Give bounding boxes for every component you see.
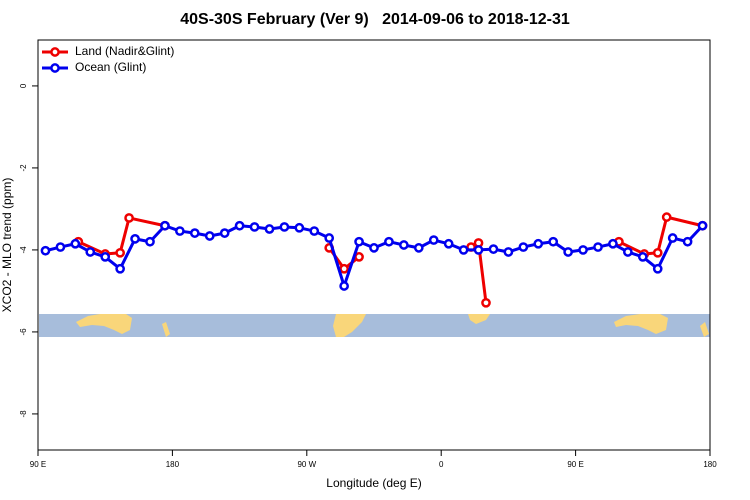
data-point: [652, 263, 663, 274]
chart-title: 40S-30S February (Ver 9) 2014-09-06 to 2…: [180, 11, 570, 28]
legend-marker: [50, 47, 60, 57]
data-point: [518, 242, 529, 252]
x-tick-label: 0: [439, 460, 444, 469]
data-point: [115, 263, 125, 274]
data-point: [533, 238, 544, 249]
data-point: [473, 245, 484, 255]
y-tick-label: -6: [19, 328, 28, 336]
data-point: [339, 263, 349, 274]
data-point: [85, 247, 96, 257]
data-point: [100, 252, 111, 262]
data-point: [249, 222, 260, 232]
data-point: [40, 245, 51, 256]
y-tick-label: -8: [19, 410, 28, 418]
data-point: [369, 243, 379, 253]
data-point: [578, 245, 588, 255]
legend-marker: [50, 63, 60, 73]
data-point: [279, 222, 290, 232]
x-tick-label: 90 W: [297, 460, 316, 469]
data-point: [384, 236, 394, 247]
data-point: [55, 242, 66, 252]
data-point: [354, 252, 364, 262]
legend-label: Land (Nadir&Glint): [75, 44, 174, 58]
data-point: [488, 244, 499, 254]
data-point: [608, 238, 618, 249]
data-point: [115, 247, 125, 258]
y-axis-label: XCO2 - MLO trend (ppm): [0, 178, 14, 313]
legend-label: Ocean (Glint): [75, 60, 146, 74]
data-point: [503, 247, 514, 257]
data-point: [204, 231, 215, 241]
x-axis-label: Longitude (deg E): [326, 476, 421, 490]
data-point: [309, 226, 320, 236]
data-point: [339, 281, 349, 291]
y-tick-label: -4: [19, 246, 28, 254]
data-point: [682, 236, 693, 247]
data-point: [189, 228, 200, 238]
data-point: [145, 236, 155, 247]
data-point: [661, 212, 672, 222]
map-strip: [39, 314, 710, 337]
data-point: [294, 222, 305, 233]
data-point: [697, 220, 708, 231]
data-point: [234, 220, 245, 231]
data-point: [130, 234, 140, 244]
y-tick-label: -2: [19, 164, 28, 172]
data-point: [667, 233, 678, 243]
data-point: [637, 252, 648, 262]
x-tick-label: 180: [703, 460, 717, 469]
data-point: [563, 247, 573, 257]
data-point: [428, 235, 439, 245]
data-point: [399, 240, 409, 250]
series-line: [45, 224, 704, 288]
data-point: [70, 238, 81, 249]
x-tick-label: 90 E: [30, 460, 46, 469]
y-tick-label: 0: [19, 83, 28, 88]
x-tick-label: 90 E: [567, 460, 583, 469]
data-point: [652, 247, 663, 258]
data-point: [324, 233, 335, 243]
data-point: [264, 224, 275, 234]
data-point: [219, 228, 230, 238]
plot-frame: [37, 39, 711, 451]
data-point: [354, 236, 364, 247]
data-point: [175, 226, 185, 236]
series-line: [77, 215, 703, 303]
data-point: [593, 242, 603, 252]
data-point: [458, 245, 469, 255]
x-tick-label: 180: [166, 460, 180, 469]
data-point: [481, 297, 491, 308]
data-point: [443, 238, 454, 249]
data-point: [160, 220, 170, 231]
data-point: [124, 213, 134, 223]
data-point: [548, 236, 559, 247]
data-point: [623, 247, 633, 257]
data-point: [413, 243, 424, 253]
